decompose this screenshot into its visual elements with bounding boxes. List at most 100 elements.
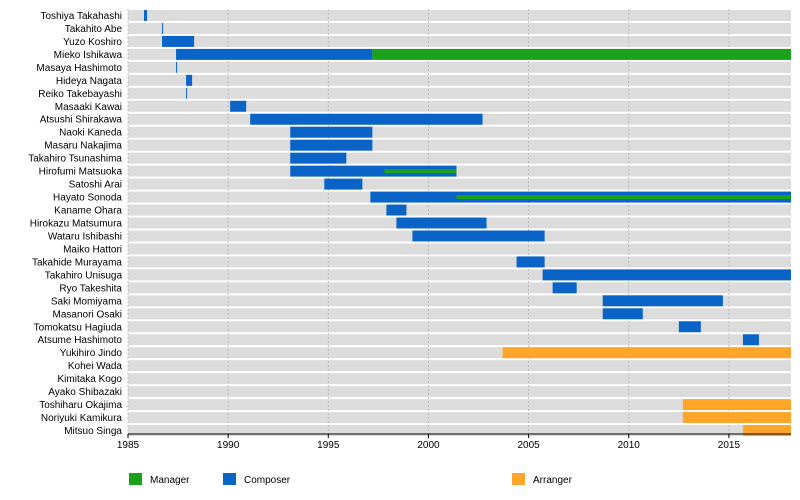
bar-composer xyxy=(162,22,164,34)
bar-composer xyxy=(176,61,178,73)
row-band xyxy=(128,347,791,359)
legend-swatch-arranger xyxy=(512,473,525,485)
row-band xyxy=(128,399,791,411)
row-band xyxy=(128,74,791,86)
row-band xyxy=(128,321,791,333)
row-band xyxy=(128,165,791,177)
x-tick-label: 1995 xyxy=(317,440,340,451)
legend-swatch-manager xyxy=(129,473,142,485)
x-tick-label: 1990 xyxy=(217,440,240,451)
bar-composer xyxy=(290,165,457,177)
row-band xyxy=(128,412,791,424)
row-label: Mieko Ishikawa xyxy=(54,50,123,61)
row-label: Kohei Wada xyxy=(68,361,123,372)
x-tick-label: 2000 xyxy=(417,440,440,451)
row-band xyxy=(128,87,791,99)
row-label: Kaname Ohara xyxy=(54,206,122,217)
row-band xyxy=(128,100,791,112)
row-band xyxy=(128,61,791,73)
bar-composer xyxy=(186,87,188,99)
row-band xyxy=(128,269,791,281)
row-band xyxy=(128,282,791,294)
row-label: Masaya Hashimoto xyxy=(36,63,122,74)
bar-composer xyxy=(386,204,407,216)
row-label: Noriyuki Kamikura xyxy=(41,413,123,424)
row-label: Tomokatsu Hagiuda xyxy=(34,322,123,333)
row-label: Kimitaka Kogo xyxy=(58,374,123,385)
row-label: Toshiya Takahashi xyxy=(40,11,122,22)
bar-composer xyxy=(290,152,347,164)
row-band xyxy=(128,360,791,372)
row-label: Masaaki Kawai xyxy=(55,102,122,113)
x-tick-label: 2015 xyxy=(718,440,741,451)
x-axis: 1985 1990 1995 2000 2005 2010 2015 xyxy=(117,433,791,451)
row-label: Toshiharu Okajima xyxy=(39,400,122,411)
row-band xyxy=(128,10,791,21)
bar-composer xyxy=(516,256,545,268)
row-band xyxy=(128,126,791,138)
row-band xyxy=(128,139,791,151)
bar-arranger xyxy=(742,425,791,437)
row-label: Ayako Shibazaki xyxy=(48,387,122,398)
legend-swatch-composer xyxy=(223,473,236,485)
row-label: Masanori Osaki xyxy=(53,309,122,320)
legend-label-manager: Manager xyxy=(150,475,190,486)
bar-composer xyxy=(290,139,373,151)
row-band xyxy=(128,334,791,346)
row-label: Takahide Murayama xyxy=(32,257,122,268)
bar-manager xyxy=(372,48,791,60)
row-band xyxy=(128,243,791,255)
row-label: Hideya Nagata xyxy=(56,76,123,87)
row-label: Mitsuo Singa xyxy=(64,426,122,437)
bar-composer xyxy=(412,230,545,242)
row-label: Hayato Sonoda xyxy=(53,193,122,204)
bar-composer xyxy=(552,282,577,294)
row-label: Satoshi Arai xyxy=(69,180,122,191)
bar-manager xyxy=(384,169,457,174)
x-tick-label: 2005 xyxy=(517,440,540,451)
legend-label-arranger: Arranger xyxy=(533,475,573,486)
bar-composer xyxy=(290,126,373,138)
bar-composer xyxy=(176,48,373,60)
row-label: Masaru Nakajima xyxy=(44,141,122,152)
bar-composer xyxy=(542,269,791,281)
bar-composer xyxy=(602,295,723,307)
row-label: Yukihiro Jindo xyxy=(60,348,123,359)
row-band xyxy=(128,22,791,34)
bar-arranger xyxy=(502,347,791,359)
row-band xyxy=(128,35,791,47)
bar-composer xyxy=(162,35,195,47)
row-band xyxy=(128,256,791,268)
row-band xyxy=(128,308,791,320)
row-label: Hirofumi Matsuoka xyxy=(39,167,123,178)
bar-composer xyxy=(230,100,247,112)
row-band xyxy=(128,386,791,398)
row-label: Wataru Ishibashi xyxy=(48,231,122,242)
row-label: Maiko Hattori xyxy=(63,244,122,255)
bar-composer xyxy=(186,74,193,86)
row-label: Takahiro Tsunashima xyxy=(28,154,122,165)
row-band xyxy=(128,425,791,437)
row-label: Saki Momiyama xyxy=(51,296,123,307)
x-tick-label: 1985 xyxy=(117,440,140,451)
row-label: Hirokazu Matsumura xyxy=(30,219,123,230)
bar-composer xyxy=(678,321,701,333)
bar-composer xyxy=(324,178,363,190)
legend-label-composer: Composer xyxy=(244,475,291,486)
row-label: Takahiro Unisuga xyxy=(45,270,123,281)
row-label: Ryo Takeshita xyxy=(59,283,122,294)
row-label: Reiko Takebayashi xyxy=(38,89,122,100)
bar-arranger xyxy=(682,399,791,411)
row-label: Naoki Kaneda xyxy=(59,128,122,139)
bar-composer xyxy=(602,308,643,320)
bar-composer xyxy=(396,217,487,229)
row-band xyxy=(128,178,791,190)
row-label: Atsushi Shirakawa xyxy=(40,115,123,126)
bars-layer xyxy=(144,10,791,437)
row-label: Yuzo Koshiro xyxy=(63,37,122,48)
row-band xyxy=(128,295,791,307)
bar-composer xyxy=(250,113,483,125)
bar-composer xyxy=(144,10,148,21)
row-band xyxy=(128,152,791,164)
